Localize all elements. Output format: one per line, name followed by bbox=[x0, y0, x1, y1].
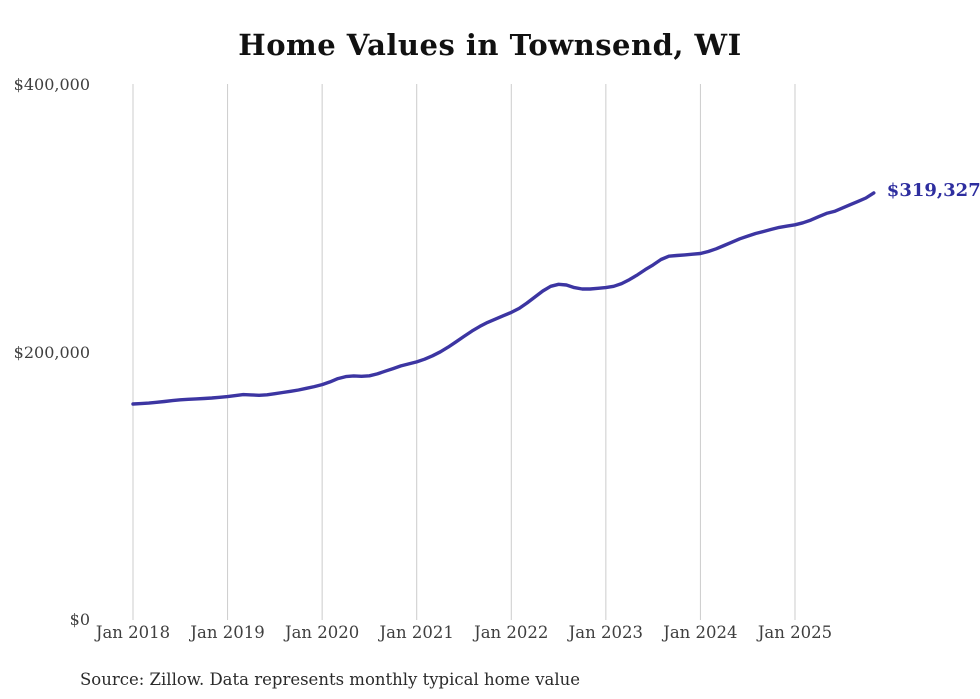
series-group bbox=[131, 191, 876, 406]
x-axis-tick-label: Jan 2025 bbox=[757, 623, 833, 642]
y-axis-tick-label: $0 bbox=[69, 610, 90, 629]
x-axis-tick-label: Jan 2019 bbox=[190, 623, 265, 642]
gridlines-group bbox=[132, 84, 796, 620]
x-axis-tick-label: Jan 2018 bbox=[95, 623, 171, 642]
current-value-label: $319,327 bbox=[886, 179, 980, 201]
y-axis-tick-label: $200,000 bbox=[13, 342, 90, 362]
source-note: Source: Zillow. Data represents monthly … bbox=[80, 670, 581, 689]
x-axis-tick-label: Jan 2023 bbox=[568, 623, 643, 642]
chart-title: Home Values in Townsend, WI bbox=[238, 28, 742, 62]
x-axis-tick-label: Jan 2021 bbox=[379, 623, 454, 642]
x-axis-tick-label: Jan 2024 bbox=[663, 623, 738, 642]
x-axis-tick-label: Jan 2022 bbox=[474, 623, 549, 642]
x-axis-tick-label: Jan 2020 bbox=[284, 623, 360, 642]
series-line bbox=[131, 191, 876, 406]
y-axis-tick-label: $400,000 bbox=[13, 75, 90, 94]
